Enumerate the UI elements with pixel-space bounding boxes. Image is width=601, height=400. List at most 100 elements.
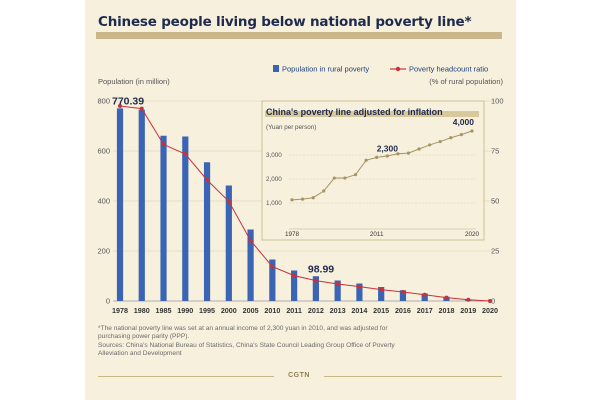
inset-point-9 — [385, 154, 389, 158]
ratio-point-1990 — [183, 152, 188, 156]
bar-2016 — [399, 290, 407, 301]
x-tick-2015: 2015 — [373, 306, 389, 315]
x-tick-1985: 1985 — [156, 306, 172, 315]
ratio-point-1995 — [205, 178, 210, 182]
ratio-point-2014 — [357, 284, 362, 289]
right-tick-label: 75 — [491, 147, 499, 156]
ratio-point-1980 — [139, 106, 144, 111]
inset-point-17 — [470, 129, 474, 133]
bar-1990 — [182, 136, 189, 301]
ratio-point-2013 — [335, 282, 340, 286]
bar-1978 — [116, 108, 124, 301]
x-tick-1980: 1980 — [134, 306, 150, 315]
inset-point-3 — [322, 189, 326, 193]
inset-chart: China's poverty line adjusted for inflat… — [261, 100, 485, 241]
x-tick-2014: 2014 — [351, 306, 367, 315]
inset-x-tick: 1978 — [285, 231, 300, 238]
legend-line-marker — [395, 66, 401, 72]
inset-point-15 — [449, 136, 453, 140]
legend-line-label: Poverty headcount ratio — [409, 65, 488, 74]
inset-point-4 — [332, 176, 336, 180]
ratio-point-2010 — [270, 264, 275, 269]
bars — [116, 108, 472, 301]
x-tick-1978: 1978 — [112, 306, 128, 315]
inset-point-0 — [290, 198, 294, 202]
inset-point-10 — [396, 152, 400, 156]
x-tick-2018: 2018 — [438, 306, 454, 315]
bar-annotation: 98.99 — [308, 263, 334, 275]
left-axis-label: Population (in million) — [98, 77, 170, 86]
x-tick-2011: 2011 — [286, 306, 302, 315]
left-tick-label: 800 — [97, 97, 110, 106]
ratio-point-2019 — [466, 297, 471, 302]
ratio-point-2005 — [248, 238, 253, 243]
inset-y-tick: 3,000 — [266, 152, 282, 159]
bar-2015 — [378, 287, 385, 301]
inset-point-16 — [459, 133, 464, 137]
bar-annotations: 770.39 98.99 — [112, 95, 334, 275]
right-tick-label: 100 — [491, 97, 504, 106]
headcount-ratio-line — [118, 104, 492, 303]
x-tick-2005: 2005 — [243, 306, 259, 315]
ratio-point-2018 — [444, 295, 449, 300]
bar-2000 — [225, 185, 232, 301]
inset-x-tick: 2011 — [370, 231, 384, 238]
right-tick-label: 0 — [491, 297, 495, 306]
inset-point-8 — [375, 155, 379, 159]
sources-text: Sources: China's National Bureau of Stat… — [98, 341, 395, 358]
legend: Population in rural poverty Poverty head… — [273, 65, 488, 74]
bar-2017 — [421, 293, 428, 301]
left-tick-label: 600 — [97, 147, 110, 156]
ratio-point-2016 — [400, 290, 405, 294]
ratio-polyline — [119, 105, 491, 302]
ratio-point-2012 — [313, 278, 318, 283]
bar-2005 — [247, 229, 254, 301]
inset-annotation: 2,300 — [377, 143, 399, 153]
left-tick-label: 0 — [106, 297, 110, 306]
ratio-point-1985 — [161, 142, 166, 147]
inset-point-14 — [438, 139, 442, 144]
right-tick-label: 25 — [491, 247, 499, 256]
ratio-point-2015 — [379, 287, 384, 292]
bar-1980 — [138, 109, 145, 301]
bar-2011 — [291, 270, 298, 301]
x-tick-1995: 1995 — [199, 306, 215, 315]
x-tick-2016: 2016 — [395, 306, 411, 315]
inset-y-label: (Yuan per person) — [266, 124, 316, 131]
left-axis-ticks: 0 200 400 600 800 — [97, 97, 110, 306]
inset-point-7 — [364, 158, 368, 162]
legend-bar-label: Population in rural poverty — [282, 65, 369, 74]
bar-2012 — [312, 276, 319, 301]
ratio-point-2000 — [226, 199, 231, 204]
ratio-point-2011 — [292, 273, 297, 278]
ratio-point-2017 — [422, 292, 427, 297]
x-axis-ticks: 1978 1980 1985 1990 1995 2000 2005 2010 2011 2012… — [112, 306, 498, 315]
inset-y-tick: 1,000 — [266, 200, 282, 207]
x-tick-2017: 2017 — [417, 306, 433, 315]
inset-point-13 — [428, 143, 432, 147]
bar-1985 — [160, 135, 167, 301]
right-axis-ticks: 0 25 50 75 100 — [491, 97, 504, 306]
legend-bar-swatch — [273, 65, 279, 72]
x-tick-2010: 2010 — [264, 306, 280, 315]
x-tick-2000: 2000 — [221, 306, 237, 315]
footnote-block: *The national poverty line was set at an… — [98, 325, 398, 359]
x-tick-2012: 2012 — [308, 306, 324, 315]
inset-annotation: 4,000 — [453, 117, 475, 127]
bar-2014 — [356, 283, 363, 301]
bar-annotation: 770.39 — [112, 95, 144, 107]
bar-2013 — [334, 280, 341, 301]
right-tick-label: 50 — [491, 197, 499, 206]
bar-2010 — [269, 259, 276, 301]
inset-x-tick: 2020 — [465, 231, 480, 238]
inset-point-5 — [343, 176, 347, 180]
inset-annotations: 2,300 4,000 — [377, 117, 475, 153]
inset-polyline — [291, 130, 473, 201]
inset-title-bar — [265, 111, 479, 117]
brand-logo: CGTN — [288, 372, 310, 379]
inset-y-tick: 2,000 — [266, 176, 282, 183]
inset-title: China's poverty line adjusted for inflat… — [266, 107, 443, 117]
inset-point-1 — [300, 197, 305, 201]
ratio-point-2020 — [488, 299, 492, 303]
inset-background — [261, 100, 485, 241]
